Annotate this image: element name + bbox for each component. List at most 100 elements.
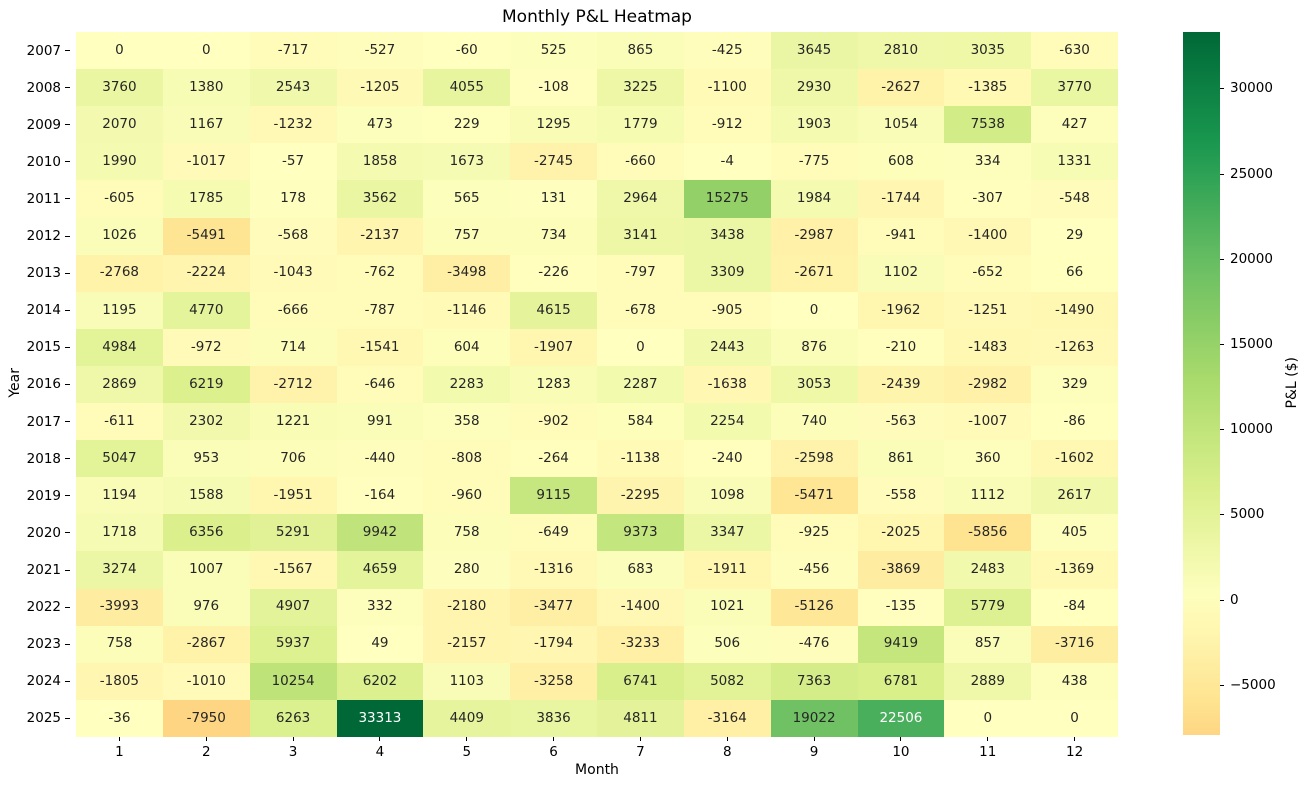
heatmap-cell: 2070 xyxy=(76,106,163,144)
heatmap-cell: -3258 xyxy=(510,662,597,700)
heatmap-cell: 22506 xyxy=(857,699,945,737)
heatmap-cell: -568 xyxy=(249,217,337,255)
heatmap-cell: 4055 xyxy=(423,69,511,107)
heatmap-cell: 360 xyxy=(944,440,1032,478)
heatmap-cell: -2768 xyxy=(76,254,163,292)
heatmap-cell: -2137 xyxy=(336,217,424,255)
tick-mark xyxy=(553,737,555,741)
heatmap-cell: -135 xyxy=(857,588,945,626)
heatmap-cell: -3498 xyxy=(423,254,511,292)
heatmap-cell: -3164 xyxy=(683,699,771,737)
heatmap-cell: 5047 xyxy=(76,440,163,478)
chart-title: Monthly P&L Heatmap xyxy=(502,7,692,27)
tick-mark xyxy=(205,737,207,741)
heatmap-cell: 0 xyxy=(944,699,1032,737)
heatmap-cell: -1794 xyxy=(510,625,597,663)
heatmap-cell: 2302 xyxy=(162,403,250,441)
colorbar-tick-label: 25000 xyxy=(1230,165,1273,182)
heatmap-cell: -5491 xyxy=(162,217,250,255)
y-tick-label: 2017 xyxy=(0,403,76,440)
heatmap-cell: 1718 xyxy=(76,514,163,552)
heatmap-cell: 604 xyxy=(423,328,511,366)
heatmap-cell: -5471 xyxy=(770,477,858,515)
heatmap-cell: 6263 xyxy=(249,699,337,737)
heatmap-cell: 0 xyxy=(597,328,684,366)
x-tick-label: 8 xyxy=(684,737,771,763)
heatmap-cell: 5937 xyxy=(249,625,337,663)
heatmap-cell: 280 xyxy=(423,551,511,589)
tick-mark xyxy=(900,737,902,741)
heatmap-cell: 2964 xyxy=(597,180,684,218)
tick-mark xyxy=(65,532,70,534)
heatmap-cell: -941 xyxy=(857,217,945,255)
colorbar-tick-label: 30000 xyxy=(1230,80,1273,97)
heatmap-cell: -2025 xyxy=(857,514,945,552)
tick-mark xyxy=(65,161,70,163)
heatmap-cell: 2287 xyxy=(597,365,684,404)
heatmap-cell: 2617 xyxy=(1031,477,1118,515)
heatmap-cell: 4770 xyxy=(162,291,250,329)
x-tick-label: 7 xyxy=(597,737,684,763)
y-tick-label: 2018 xyxy=(0,440,76,477)
heatmap-cell: 4984 xyxy=(76,328,163,366)
colorbar-tick-label: 0 xyxy=(1230,591,1239,608)
tick-mark xyxy=(65,680,70,682)
heatmap-cell: 3347 xyxy=(683,514,771,552)
heatmap-cell: -1638 xyxy=(683,365,771,404)
tick-mark xyxy=(1220,514,1224,516)
x-tick-label: 1 xyxy=(76,737,163,763)
heatmap-cell: -902 xyxy=(510,403,597,441)
heatmap-cell: -960 xyxy=(423,477,511,515)
y-tick-label: 2008 xyxy=(0,69,76,106)
heatmap-cell: 876 xyxy=(770,328,858,366)
heatmap-cell: -1385 xyxy=(944,69,1032,107)
heatmap-cell: -2439 xyxy=(857,365,945,404)
heatmap-cell: -1146 xyxy=(423,291,511,329)
heatmap-cell: 1785 xyxy=(162,180,250,218)
heatmap-cell: 3438 xyxy=(683,217,771,255)
heatmap-cell: 740 xyxy=(770,403,858,441)
heatmap-cell: 6219 xyxy=(162,365,250,404)
x-tick-label: 6 xyxy=(510,737,597,763)
heatmap-cell: 49 xyxy=(336,625,424,663)
heatmap-cell: 991 xyxy=(336,403,424,441)
heatmap-cell: -558 xyxy=(857,477,945,515)
heatmap-cell: -611 xyxy=(76,403,163,441)
heatmap-cell: -1962 xyxy=(857,291,945,329)
heatmap-cell: 714 xyxy=(249,328,337,366)
heatmap-cell: -925 xyxy=(770,514,858,552)
heatmap-cell: 1331 xyxy=(1031,143,1118,181)
heatmap-cell: 3035 xyxy=(944,32,1032,70)
heatmap-cell: 438 xyxy=(1031,662,1118,700)
heatmap-cell: -164 xyxy=(336,477,424,515)
heatmap-cell: -775 xyxy=(770,143,858,181)
heatmap-cell: 3562 xyxy=(336,180,424,218)
heatmap-cell: -1602 xyxy=(1031,440,1118,478)
heatmap-cell: -972 xyxy=(162,328,250,366)
heatmap-cell: 7363 xyxy=(770,662,858,700)
x-tick-label: 3 xyxy=(250,737,337,763)
heatmap-cell: -762 xyxy=(336,254,424,292)
heatmap-cell: -1483 xyxy=(944,328,1032,366)
tick-mark xyxy=(65,717,70,719)
heatmap-cell: -1369 xyxy=(1031,551,1118,589)
heatmap-cell: 608 xyxy=(857,143,945,181)
heatmap-cell: -548 xyxy=(1031,180,1118,218)
tick-mark xyxy=(1220,684,1224,686)
tick-mark xyxy=(118,737,120,741)
tick-mark xyxy=(466,737,468,741)
y-axis-ticks: 2007 2008 2009 2010 2011 2012 2013 2014 2015 2016… xyxy=(0,32,76,737)
heatmap-cell: 565 xyxy=(423,180,511,218)
heatmap-cell: -678 xyxy=(597,291,684,329)
tick-mark xyxy=(65,198,70,200)
heatmap-cell: -1263 xyxy=(1031,328,1118,366)
y-tick-label: 2024 xyxy=(0,663,76,700)
heatmap-cell: 1673 xyxy=(423,143,511,181)
heatmap-cell: -2157 xyxy=(423,625,511,663)
heatmap-cell: -210 xyxy=(857,328,945,366)
heatmap-cell: 3836 xyxy=(510,699,597,737)
heatmap-cell: 15275 xyxy=(683,180,771,218)
heatmap-cell: -7950 xyxy=(162,699,250,737)
heatmap-cell: -2627 xyxy=(857,69,945,107)
heatmap-cell: 6356 xyxy=(162,514,250,552)
